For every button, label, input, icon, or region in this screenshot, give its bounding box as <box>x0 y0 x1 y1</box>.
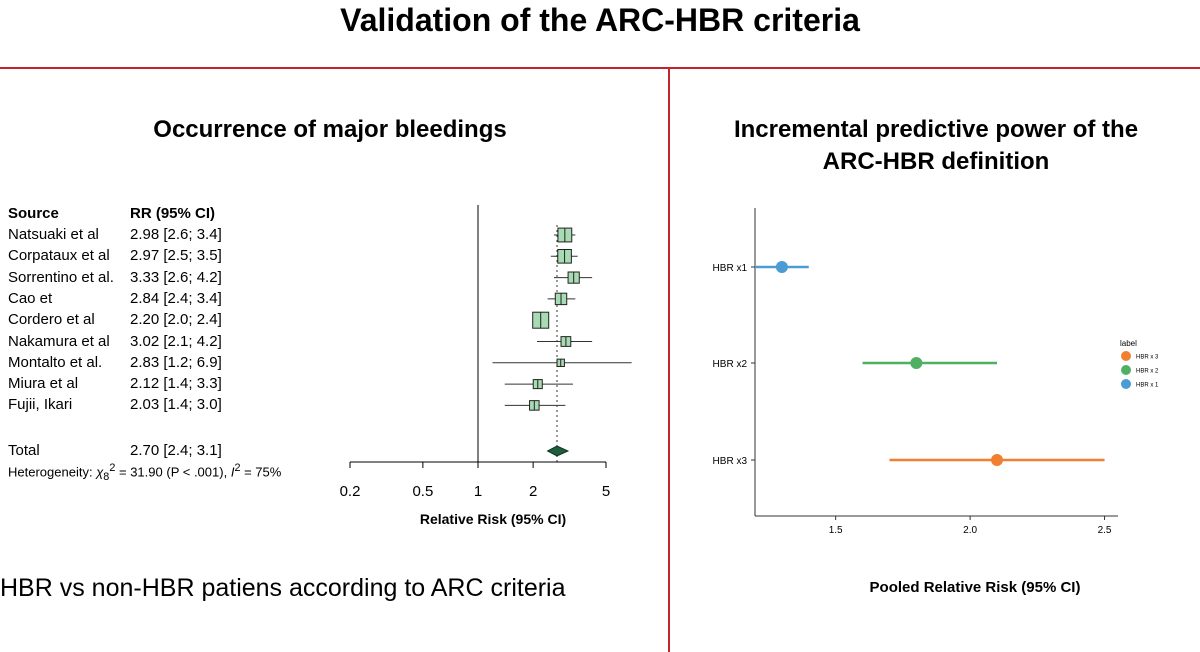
dot-point <box>775 261 788 273</box>
header-divider <box>0 67 1200 69</box>
dot-x-tick-label: 1.5 <box>829 525 843 536</box>
dot-y-tick-label: HBR x1 <box>713 263 748 274</box>
legend-swatch <box>1121 351 1131 361</box>
forest-x-tick-label: 0.5 <box>412 483 433 500</box>
study-source: Miura et al <box>8 375 79 393</box>
legend-item-label: HBR x 2 <box>1136 369 1159 375</box>
dot-point <box>910 357 923 369</box>
dot-point <box>991 454 1003 466</box>
heterogeneity-p: (P < .001) <box>166 464 224 480</box>
heterogeneity-chi2: 31.90 <box>130 464 163 480</box>
panel-divider <box>668 68 670 652</box>
column-header-source: Source <box>8 205 59 222</box>
study-rr: 2.03 [1.4; 3.0] <box>130 396 222 414</box>
legend-swatch <box>1121 379 1131 389</box>
total-diamond <box>546 445 570 457</box>
study-rr: 3.33 [2.6; 4.2] <box>130 268 222 286</box>
right-panel-title-line1: Incremental predictive power of the <box>733 116 1139 143</box>
dot-x-tick-label: 2.5 <box>1098 525 1112 536</box>
forest-x-tick-label: 1 <box>474 483 482 500</box>
forest-x-tick-label: 2 <box>529 483 537 500</box>
heterogeneity-label: Heterogeneity: <box>8 464 93 480</box>
page-title: Validation of the ARC-HBR criteria <box>340 2 860 38</box>
study-source: Natsuaki et al <box>8 226 99 243</box>
total-label: Total <box>8 442 40 459</box>
dot-x-tick-label: 2.0 <box>963 525 977 536</box>
heterogeneity-df: 8 <box>103 470 110 483</box>
study-source: Fujii, Ikari <box>8 396 73 414</box>
dot-y-tick-label: HBR x2 <box>713 359 748 370</box>
heterogeneity-text: Heterogeneity: χ82 = 31.90 (P < .001), I… <box>8 462 282 483</box>
study-source: Cao et <box>8 289 53 307</box>
left-panel-caption: HBR vs non-HBR patiens according to ARC … <box>0 574 566 602</box>
study-rr: 2.98 [2.6; 3.4] <box>130 226 222 243</box>
column-header-rr: RR (95% CI) <box>130 205 216 222</box>
study-rr: 2.12 [1.4; 3.3] <box>130 375 222 393</box>
legend-swatch <box>1121 365 1131 375</box>
left-panel-title: Occurrence of major bleedings <box>153 116 507 143</box>
legend-item-label: HBR x 3 <box>1136 355 1159 361</box>
study-source: Sorrentino et al. <box>8 268 114 286</box>
total-rr: 2.70 [2.4; 3.1] <box>130 442 222 459</box>
study-rr: 2.84 [2.4; 3.4] <box>130 289 222 307</box>
study-rr: 3.02 [2.1; 4.2] <box>130 332 222 350</box>
study-source: Nakamura et al <box>8 332 110 350</box>
dot-x-axis-label: Pooled Relative Risk (95% CI) <box>870 579 1081 596</box>
study-source: Corpataux et al <box>8 247 110 265</box>
right-panel-title-line2: ARC-HBR definition <box>822 148 1050 175</box>
study-source: Cordero et al <box>8 311 95 329</box>
forest-x-tick-label: 5 <box>602 483 610 500</box>
study-source: Montalto et al. <box>8 353 103 371</box>
forest-x-axis-label: Relative Risk (95% CI) <box>420 511 566 527</box>
heterogeneity-i2: 75% <box>255 464 282 480</box>
study-rr: 2.97 [2.5; 3.5] <box>130 247 222 265</box>
study-rr: 2.83 [1.2; 6.9] <box>130 353 222 371</box>
dot-y-tick-label: HBR x3 <box>713 456 748 467</box>
study-rr: 2.20 [2.0; 2.4] <box>130 311 222 329</box>
forest-x-tick-label: 0.2 <box>340 483 361 500</box>
legend-title: label <box>1120 339 1137 348</box>
legend-item-label: HBR x 1 <box>1136 383 1159 389</box>
